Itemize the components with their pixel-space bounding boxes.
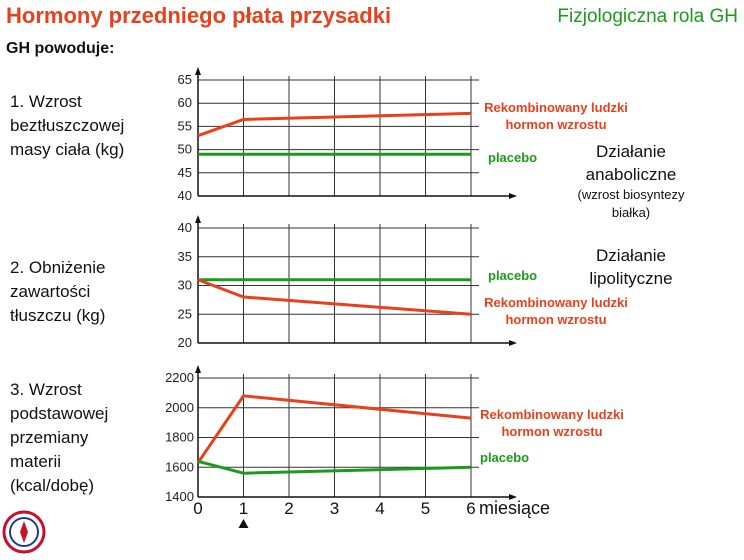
x-tick-label: 6	[466, 499, 475, 518]
series-label: hormon wzrostu	[501, 424, 602, 439]
y-tick-label: 50	[178, 142, 192, 157]
effect-line: Działanie	[596, 246, 666, 265]
university-seal-icon	[2, 510, 46, 554]
y-tick-label: 35	[178, 249, 192, 264]
effect-subline: (wzrost biosyntezy	[577, 187, 685, 202]
effect-subline: białka)	[611, 205, 651, 220]
series-label: placebo	[488, 268, 537, 283]
x-tick-label: 1	[239, 499, 248, 518]
gh-series-line	[197, 278, 472, 316]
y-tick-label: 30	[178, 278, 192, 293]
series-label: hormon wzrostu	[505, 117, 606, 132]
panel-3-label-line: (kcal/dobę)	[10, 476, 95, 495]
series-label: placebo	[488, 150, 537, 165]
x-axis-arrow	[509, 193, 517, 199]
x-tick-label: 5	[421, 499, 430, 518]
series-label: Rekombinowany ludzki	[480, 407, 624, 422]
y-axis-arrow	[195, 365, 201, 373]
gh-series-line	[197, 111, 472, 138]
y-tick-label: 45	[178, 165, 192, 180]
panel-3-label-line: przemiany	[10, 428, 89, 447]
effect-line: lipolityczne	[589, 269, 673, 288]
y-tick-label: 40	[178, 188, 192, 203]
y-tick-label: 1800	[165, 430, 194, 445]
x-tick-label: 2	[284, 499, 293, 518]
page-subtitle: GH powoduje:	[6, 40, 115, 57]
panel-2-label-line: tłuszczu (kg)	[10, 306, 106, 325]
y-tick-label: 25	[178, 306, 192, 321]
y-tick-label: 40	[178, 220, 192, 235]
y-tick-label: 1400	[165, 489, 194, 504]
panel-1-label-line: masy ciała (kg)	[10, 140, 125, 159]
series-label: hormon wzrostu	[505, 312, 606, 327]
series-label: Rekombinowany ludzki	[484, 100, 628, 115]
panel-2-label-line: 2. Obniżenie	[10, 258, 106, 277]
page-title: Hormony przedniego płata przysadki	[6, 3, 392, 28]
y-tick-label: 60	[178, 95, 192, 110]
lipolytic-effect-note: Działanie lipolityczne	[556, 244, 706, 290]
x-tick-label: 0	[193, 499, 202, 518]
series-label: Rekombinowany ludzki	[484, 295, 628, 310]
section-title: Fizjologiczna rola GH	[557, 6, 738, 27]
x-axis-arrow	[509, 494, 517, 500]
series-label: placebo	[480, 450, 529, 465]
triangle-up-icon	[238, 519, 249, 528]
panel-3-label-line: podstawowej	[10, 404, 109, 423]
panel-1-label-line: 1. Wzrost	[10, 92, 82, 111]
y-tick-label: 2200	[165, 370, 194, 385]
panel-1-label-line: beztłuszczowej	[10, 116, 125, 135]
panel-1-label: 1. Wzrost beztłuszczowej masy ciała (kg)	[10, 90, 124, 162]
panel-3-label: 3. Wzrost podstawowej przemiany materii …	[10, 378, 108, 498]
y-tick-label: 1600	[165, 459, 194, 474]
x-axis-arrow	[509, 340, 517, 346]
effect-line: anaboliczne	[585, 165, 677, 184]
placebo-series-line	[197, 459, 472, 475]
anabolic-effect-note: Działanie anaboliczne (wzrost biosyntezy…	[556, 140, 706, 222]
y-tick-label: 20	[178, 335, 192, 350]
y-tick-label: 65	[178, 72, 192, 87]
panel-2-label-line: zawartości	[10, 282, 91, 301]
x-tick-label: 4	[375, 499, 384, 518]
x-tick-label: 3	[330, 499, 339, 518]
panel-3-label-line: materii	[10, 452, 62, 471]
y-tick-label: 55	[178, 118, 192, 133]
y-axis-arrow	[195, 67, 201, 75]
panel-2-label: 2. Obniżenie zawartości tłuszczu (kg)	[10, 256, 105, 328]
x-axis-title: miesiące	[479, 498, 550, 518]
panel-3-label-line: 3. Wzrost	[10, 380, 82, 399]
y-tick-label: 2000	[165, 400, 194, 415]
gh-series-line	[196, 394, 472, 464]
effect-line: Działanie	[596, 142, 666, 161]
y-axis-arrow	[195, 215, 201, 223]
